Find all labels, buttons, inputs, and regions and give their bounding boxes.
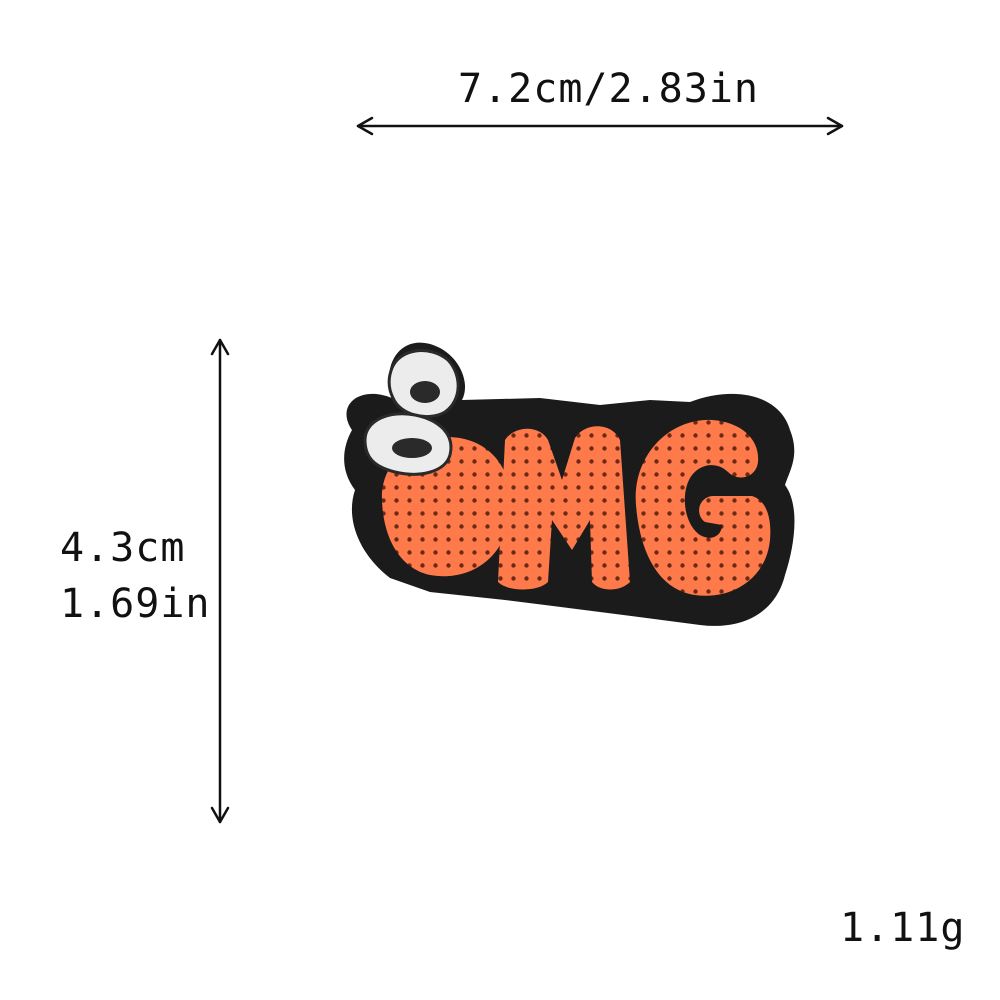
height-dimension-label: 4.3cm 1.69in	[60, 520, 211, 632]
width-arrow-left-head	[356, 116, 374, 136]
width-arrow-right-head	[826, 116, 844, 136]
letter-g	[635, 419, 771, 596]
height-arrow-top-head	[210, 338, 230, 356]
height-arrow-bottom-head	[210, 806, 230, 824]
height-in-label: 1.69in	[60, 581, 211, 627]
weight-label: 1.11g	[840, 905, 966, 951]
width-dimension-label: 7.2cm/2.83in	[458, 66, 759, 112]
letter-m	[498, 426, 630, 590]
patch-eyes	[363, 349, 460, 476]
height-cm-label: 4.3cm	[60, 525, 186, 571]
